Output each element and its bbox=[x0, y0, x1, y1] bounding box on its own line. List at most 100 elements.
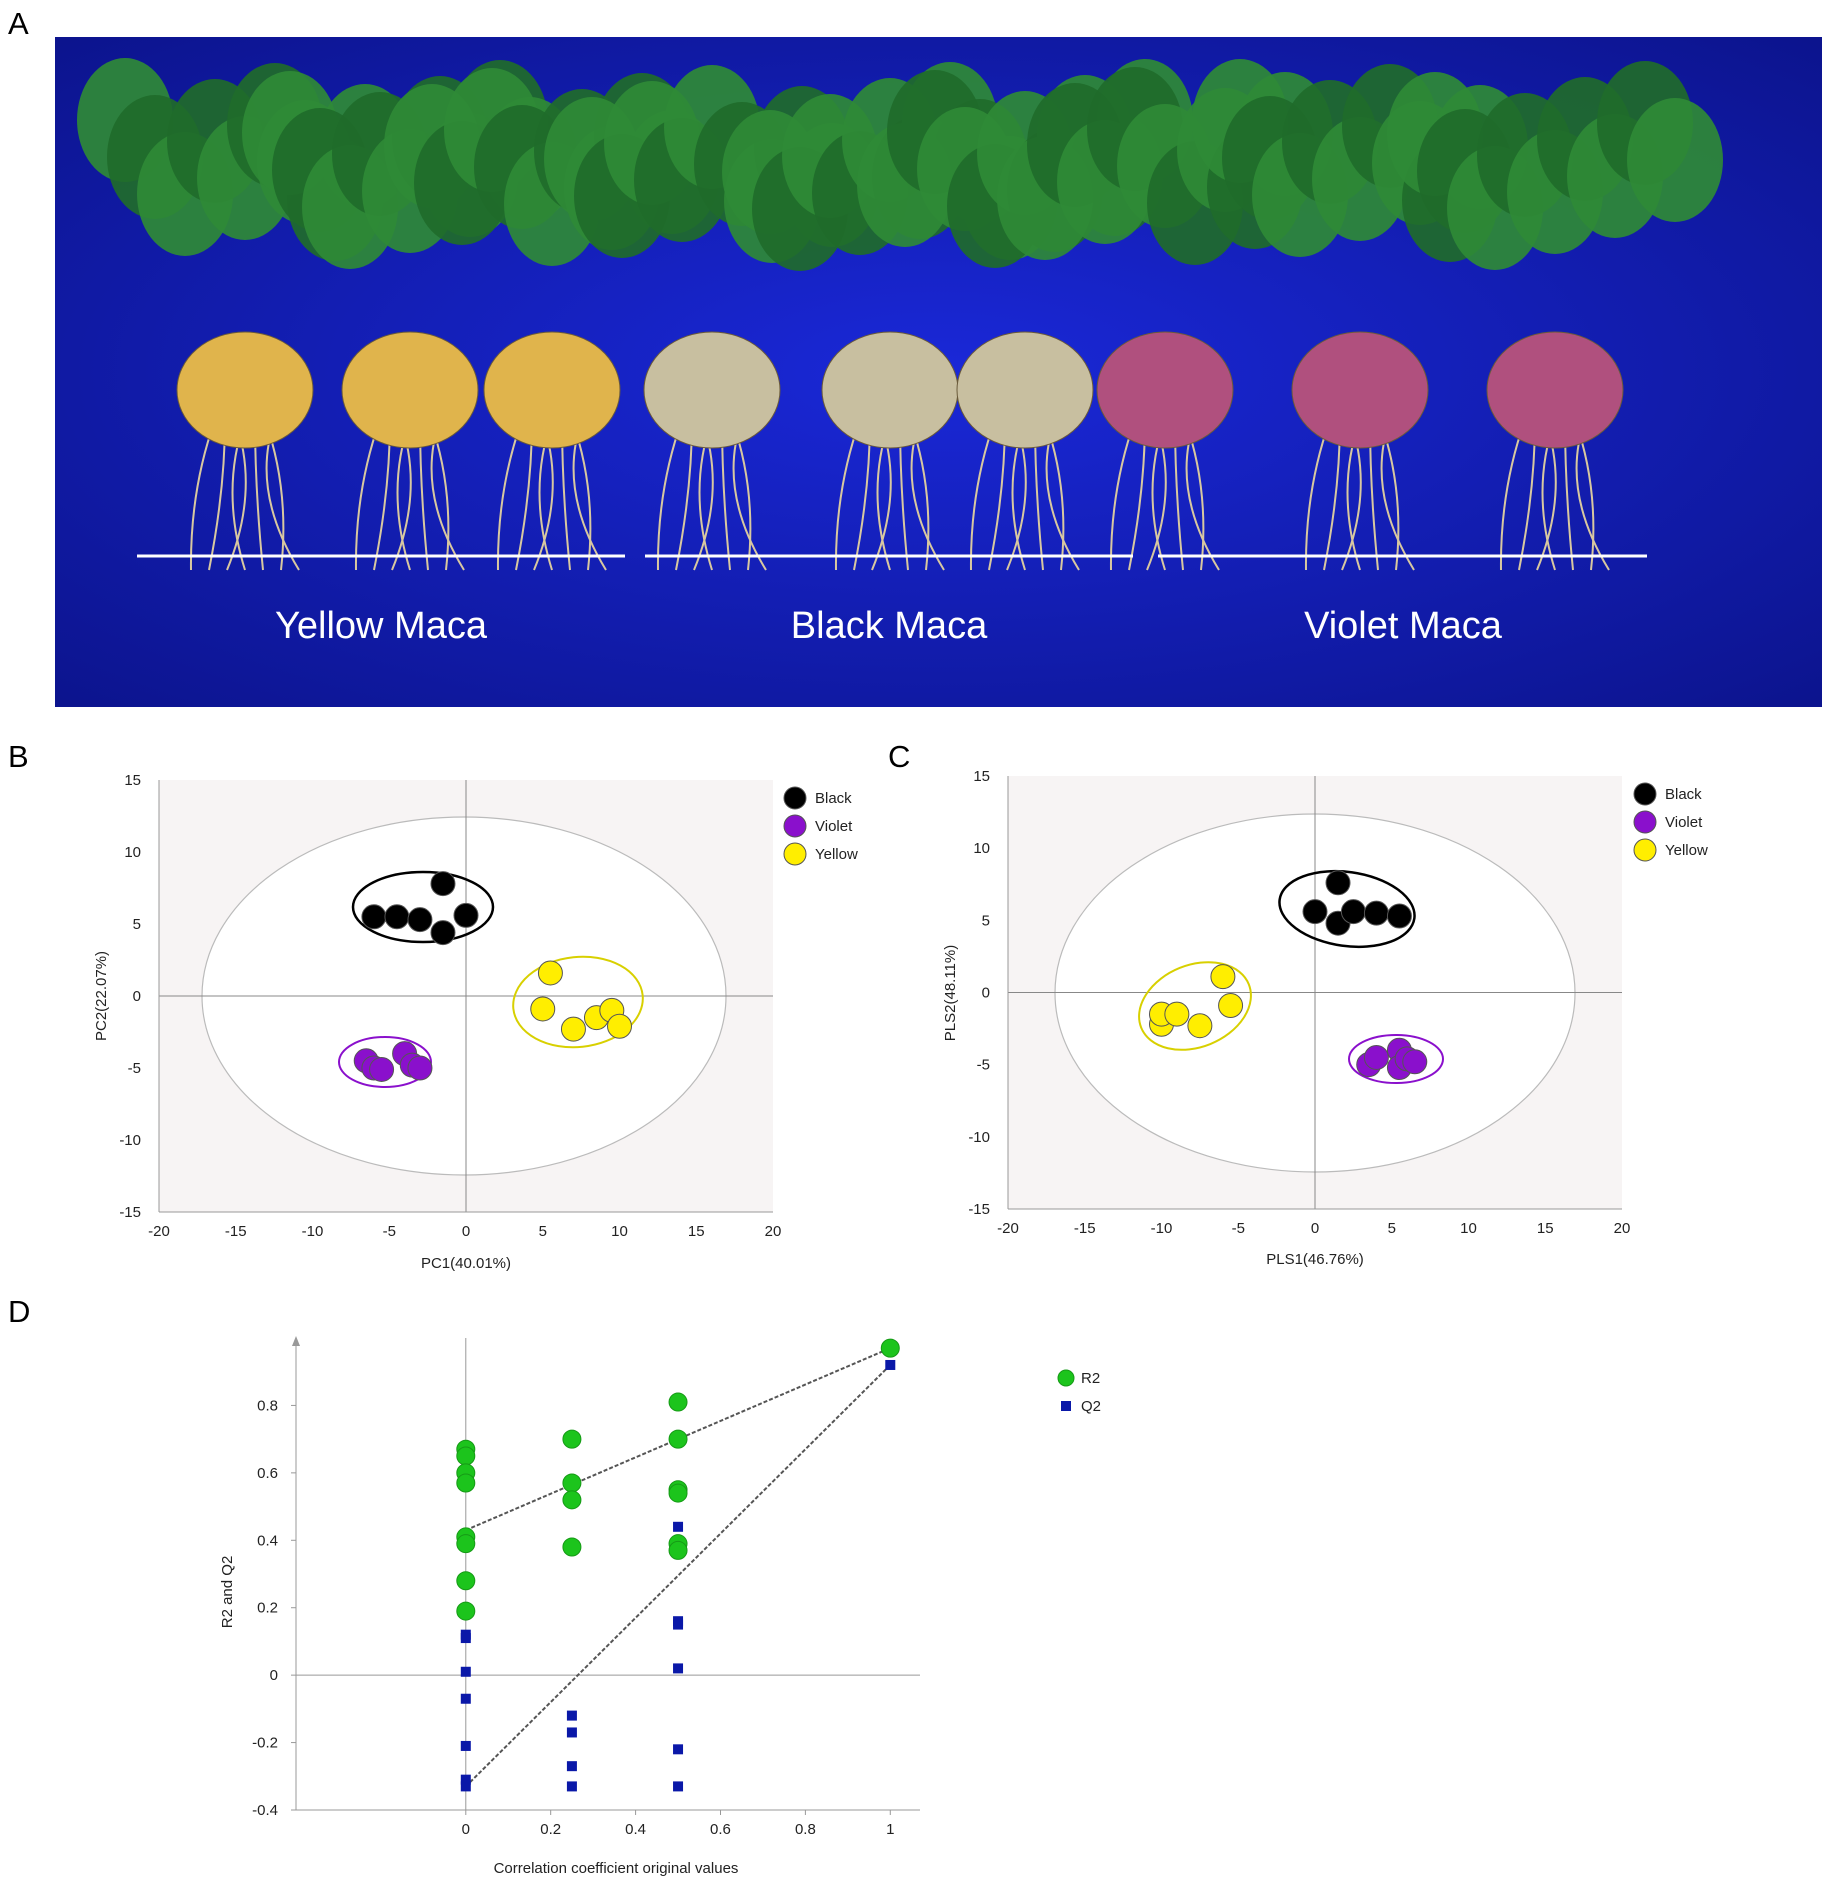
plsda-y-tick-label: 10 bbox=[973, 840, 990, 857]
plsda-y-tick-label: 0 bbox=[982, 985, 990, 1002]
pca-cluster-ellipses bbox=[338, 870, 644, 1088]
permutation-x-axis-title: Correlation coefficient original values bbox=[494, 1860, 739, 1877]
permutation-point-r2 bbox=[880, 1338, 900, 1358]
plsda-violet-cluster-ellipse bbox=[1348, 1034, 1444, 1084]
plsda-point-yellow bbox=[1164, 1001, 1190, 1027]
permutation-point-r2 bbox=[562, 1429, 582, 1449]
plsda-y-axis-title: PLS2(48.11%) bbox=[942, 945, 959, 1041]
plsda-x-axis-title: PLS1(46.76%) bbox=[1266, 1251, 1364, 1268]
permutation-point-r2 bbox=[456, 1571, 476, 1591]
permutation-point-r2 bbox=[562, 1537, 582, 1557]
pca-y-tick-label: 15 bbox=[124, 772, 141, 789]
permutation-tick-labels: 0 0.2 0.4 0.6 0.8 1 0.8 0.6 0.4 0.2 0 -0.2 -0.4 bbox=[252, 1397, 894, 1838]
pca-y-tick-label: 5 bbox=[133, 916, 141, 933]
permutation-x-tick-label: 0.4 bbox=[625, 1821, 646, 1838]
plsda-y-tick-label: 5 bbox=[982, 912, 990, 929]
pca-point-black bbox=[361, 904, 387, 930]
permutation-point-r2 bbox=[668, 1540, 688, 1560]
pca-x-tick-label: -10 bbox=[302, 1223, 324, 1240]
pca-x-tick-label: -15 bbox=[225, 1223, 247, 1240]
pca-y-tick-label: -15 bbox=[119, 1204, 141, 1221]
pca-x-tick-label: 0 bbox=[462, 1223, 470, 1240]
pca-y-tick-label: 10 bbox=[124, 844, 141, 861]
pca-legend-label-violet: Violet bbox=[815, 818, 853, 835]
pca-x-tick-label: 5 bbox=[539, 1223, 547, 1240]
permutation-y-tick-label: 0.8 bbox=[257, 1397, 278, 1414]
plsda-y-tick-label: -15 bbox=[968, 1201, 990, 1218]
permutation-point-q2 bbox=[673, 1663, 684, 1674]
permutation-point-r2 bbox=[456, 1473, 476, 1493]
permutation-x-tick-label: 0.6 bbox=[710, 1821, 731, 1838]
pca-point-violet bbox=[369, 1056, 395, 1082]
permutation-x-tick-label: 0.8 bbox=[795, 1821, 816, 1838]
permutation-point-q2 bbox=[566, 1710, 577, 1721]
plsda-legend-marker-violet bbox=[1633, 810, 1657, 834]
pca-x-tick-label: -20 bbox=[148, 1223, 170, 1240]
maca-photo: Yellow Maca Black Maca Violet Maca bbox=[55, 37, 1822, 707]
plsda-point-black bbox=[1363, 900, 1389, 926]
permutation-point-q2 bbox=[460, 1693, 471, 1704]
permutation-axes bbox=[292, 1336, 920, 1811]
panel-letter-d: D bbox=[8, 1294, 30, 1329]
permutation-point-q2 bbox=[673, 1619, 684, 1630]
pca-x-tick-label: 15 bbox=[688, 1223, 705, 1240]
permutation-point-q2 bbox=[566, 1727, 577, 1738]
foliage-leaf bbox=[1627, 98, 1723, 222]
permutation-point-q2 bbox=[566, 1781, 577, 1792]
plsda-legend-label-violet: Violet bbox=[1665, 814, 1703, 831]
permutation-point-q2 bbox=[673, 1521, 684, 1532]
pca-point-black bbox=[407, 907, 433, 933]
permutation-legend-marker-r2 bbox=[1057, 1369, 1075, 1387]
permutation-y-tick-label: 0 bbox=[270, 1667, 278, 1684]
plsda-point-violet bbox=[1363, 1044, 1389, 1070]
pca-point-yellow bbox=[530, 996, 556, 1022]
pca-points bbox=[353, 871, 632, 1082]
plsda-y-tick-label: 15 bbox=[973, 768, 990, 785]
permutation-legend-marker-q2 bbox=[1061, 1401, 1071, 1411]
pca-y-axis-title: PC2(22.07%) bbox=[93, 951, 110, 1041]
plsda-point-black bbox=[1386, 903, 1412, 929]
panel-letter-a: A bbox=[8, 6, 29, 41]
plsda-point-yellow bbox=[1210, 964, 1236, 990]
permutation-point-q2 bbox=[673, 1781, 684, 1792]
permutation-y-tick-label: 0.4 bbox=[257, 1532, 278, 1549]
permutation-point-r2 bbox=[456, 1534, 476, 1554]
permutation-legend-label-q2: Q2 bbox=[1081, 1398, 1101, 1415]
plsda-x-tick-label: 20 bbox=[1614, 1220, 1631, 1237]
pca-legend-marker-black bbox=[783, 786, 807, 810]
permutation-point-r2 bbox=[456, 1446, 476, 1466]
plsda-point-black bbox=[1302, 899, 1328, 925]
permutation-point-r2 bbox=[668, 1392, 688, 1412]
permutation-legend: R2 Q2 bbox=[1057, 1369, 1101, 1415]
plsda-point-yellow bbox=[1218, 992, 1244, 1018]
permutation-point-r2 bbox=[456, 1601, 476, 1621]
regression-line-q2 bbox=[465, 1364, 891, 1788]
plsda-legend-marker-black bbox=[1633, 782, 1657, 806]
permutation-point-q2 bbox=[460, 1633, 471, 1644]
plsda-x-tick-label: -20 bbox=[997, 1220, 1019, 1237]
permutation-points bbox=[456, 1338, 900, 1792]
pca-legend-marker-violet bbox=[783, 814, 807, 838]
pca-yellow-cluster-ellipse bbox=[512, 955, 644, 1049]
permutation-point-q2 bbox=[460, 1666, 471, 1677]
maca-root bbox=[1096, 331, 1234, 449]
permutation-point-q2 bbox=[460, 1781, 471, 1792]
maca-root bbox=[1291, 331, 1429, 449]
pca-tick-labels: -20 -15 -10 -5 0 5 10 15 20 15 10 5 0 -5 -10 -15 bbox=[119, 772, 781, 1240]
permutation-x-tick-label: 0.2 bbox=[540, 1821, 561, 1838]
permutation-regression-lines bbox=[465, 1347, 891, 1788]
permutation-point-q2 bbox=[460, 1740, 471, 1751]
pca-legend: Black Violet Yellow bbox=[783, 786, 858, 866]
plsda-legend: Black Violet Yellow bbox=[1633, 782, 1708, 862]
permutation-x-tick-label: 0 bbox=[462, 1821, 470, 1838]
plsda-tick-labels: -20 -15 -10 -5 0 5 10 15 20 15 10 5 0 -5 -10 -15 bbox=[968, 768, 1630, 1237]
pca-x-tick-label: 20 bbox=[765, 1223, 782, 1240]
permutation-point-q2 bbox=[566, 1761, 577, 1772]
permutation-y-axis-title: R2 and Q2 bbox=[219, 1556, 236, 1629]
pca-x-axis-title: PC1(40.01%) bbox=[421, 1255, 511, 1272]
pca-y-tick-label: -5 bbox=[128, 1060, 141, 1077]
plsda-legend-marker-yellow bbox=[1633, 838, 1657, 862]
plsda-black-cluster-ellipse bbox=[1278, 869, 1416, 949]
permutation-point-r2 bbox=[668, 1429, 688, 1449]
permutation-point-r2 bbox=[562, 1490, 582, 1510]
